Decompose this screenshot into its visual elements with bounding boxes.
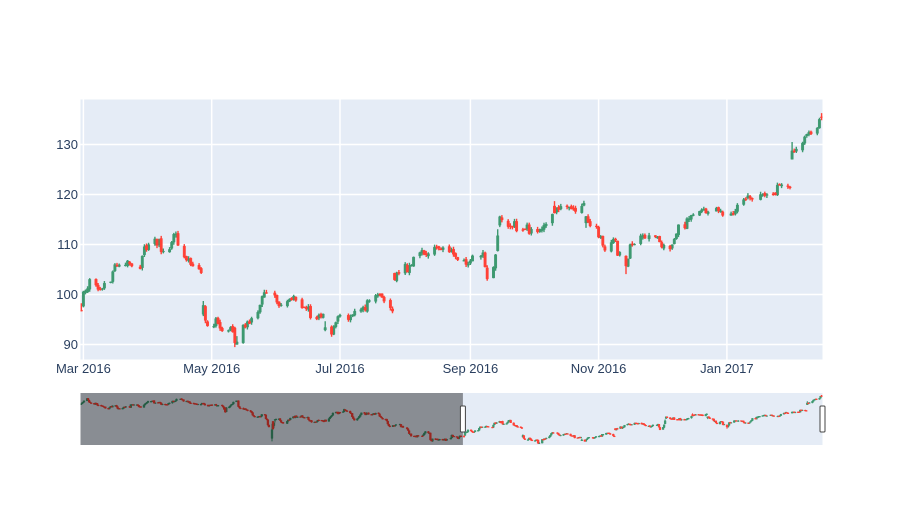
svg-text:Sep 2016: Sep 2016	[443, 361, 499, 376]
svg-text:130: 130	[56, 137, 78, 152]
svg-text:Mar 2016: Mar 2016	[56, 361, 111, 376]
svg-text:100: 100	[56, 287, 78, 302]
svg-text:Jul 2016: Jul 2016	[315, 361, 364, 376]
svg-text:90: 90	[64, 337, 78, 352]
svg-text:May 2016: May 2016	[183, 361, 240, 376]
svg-text:110: 110	[57, 237, 78, 252]
svg-text:Nov 2016: Nov 2016	[571, 361, 627, 376]
svg-text:120: 120	[56, 187, 78, 202]
svg-text:Jan 2017: Jan 2017	[700, 361, 754, 376]
